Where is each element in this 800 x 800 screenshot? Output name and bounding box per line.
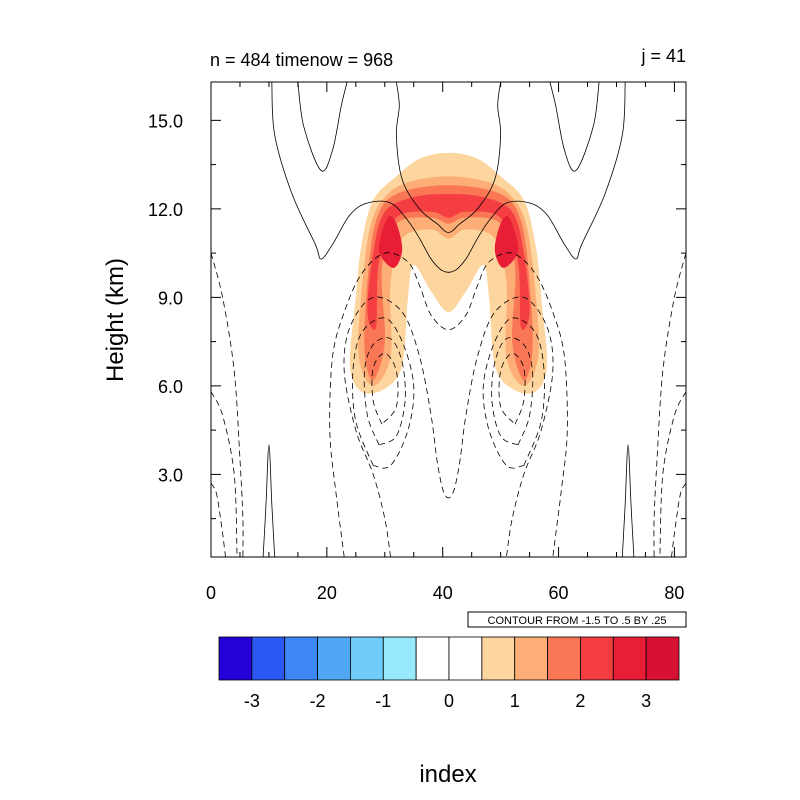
- contour-line-14: [211, 253, 244, 557]
- contour-line-7: [343, 296, 554, 557]
- x-tick-label: 20: [317, 583, 337, 603]
- colorbar-swatch: [612, 636, 647, 681]
- filled-region-1: [358, 176, 539, 386]
- contour-line-2: [549, 82, 600, 172]
- colorbar-label: 0: [444, 691, 454, 711]
- colorbar-swatch: [547, 636, 581, 681]
- contour-line-3: [395, 82, 502, 233]
- contour-line-0: [271, 82, 626, 273]
- colorbar-swatch: [514, 636, 548, 681]
- contour-line-10: [363, 337, 406, 446]
- colorbar-label: 2: [575, 691, 585, 711]
- x-tick-label: 40: [433, 583, 453, 603]
- x-tick-label: 80: [664, 583, 684, 603]
- x-axis-title: index: [419, 761, 476, 788]
- contour-line-5: [621, 444, 635, 557]
- colorbar-swatch: [448, 636, 483, 681]
- contour-line-16: [211, 482, 226, 557]
- y-tick-label: 9.0: [158, 288, 183, 308]
- colorbar-swatch: [481, 636, 516, 681]
- colorbar-label: -3: [244, 691, 260, 711]
- colorbar-swatch: [645, 636, 680, 681]
- y-tick-label: 6.0: [158, 377, 183, 397]
- axis-ticks: 0 20 40 60 80 3.0 6.0 9.0 12.0 15.0: [148, 82, 686, 603]
- y-axis-title: Height (km): [102, 258, 129, 382]
- plot-frame: [210, 81, 687, 558]
- colorbar-swatch: [218, 636, 253, 681]
- title-right: j = 41: [640, 46, 686, 66]
- colorbar-label: -1: [375, 691, 391, 711]
- contour-info-box: [467, 611, 687, 628]
- contour-lines: [211, 82, 686, 557]
- contour-line-19: [671, 482, 686, 557]
- contour-line-13: [498, 353, 526, 425]
- contour-line-9: [482, 317, 545, 469]
- contour-line-11: [491, 337, 534, 446]
- contour-line-12: [371, 353, 399, 425]
- colorbar: -3 -2 -1 0 1 2 3: [218, 636, 680, 711]
- colorbar-swatch: [251, 636, 286, 681]
- colorbar-swatch: [284, 636, 318, 681]
- filled-region-2: [364, 185, 533, 381]
- colorbar-swatch: [382, 636, 417, 681]
- contour-line-4: [262, 444, 276, 557]
- y-tick-label: 15.0: [148, 111, 183, 131]
- contour-line-1: [297, 82, 348, 172]
- colorbar-swatch: [580, 636, 614, 681]
- x-tick-label: 0: [206, 583, 216, 603]
- contour-info-text: CONTOUR FROM -1.5 TO .5 BY .25: [488, 615, 667, 627]
- colorbar-swatch: [415, 636, 450, 681]
- colorbar-swatch: [350, 636, 384, 681]
- title-left: n = 484 timenow = 968: [210, 50, 393, 70]
- filled-contours: [349, 152, 548, 394]
- y-tick-label: 3.0: [158, 465, 183, 485]
- colorbar-label: 3: [641, 691, 651, 711]
- colorbar-swatch: [317, 636, 351, 681]
- y-tick-label: 12.0: [148, 200, 183, 220]
- colorbar-label: -2: [310, 691, 326, 711]
- colorbar-label: 1: [510, 691, 520, 711]
- contour-line-17: [653, 253, 686, 557]
- contour-line-18: [659, 391, 686, 557]
- contour-line-15: [211, 391, 238, 557]
- contour-line-8: [352, 317, 415, 469]
- x-tick-label: 60: [549, 583, 569, 603]
